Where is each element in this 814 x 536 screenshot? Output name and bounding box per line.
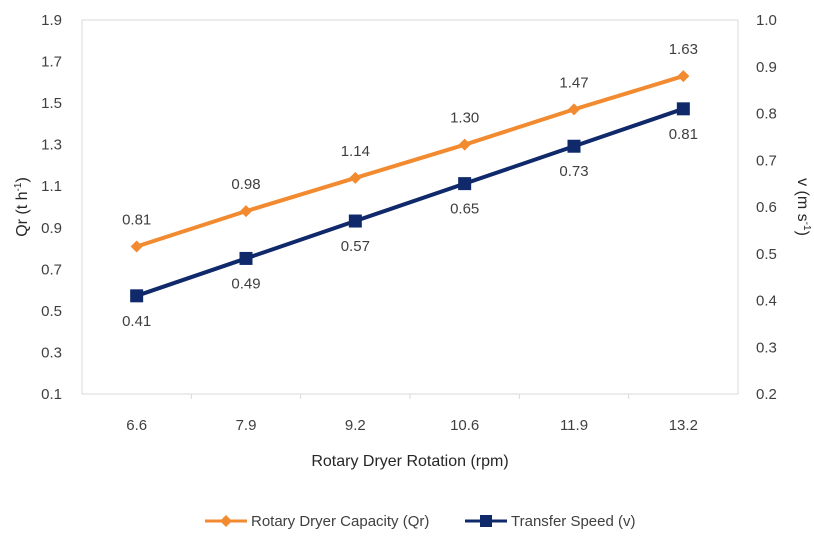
data-point-diamond	[677, 70, 690, 83]
data-label: 1.47	[559, 74, 588, 91]
series-layer	[130, 70, 690, 303]
data-point-square	[130, 289, 144, 303]
y-left-tick-label: 0.1	[41, 386, 62, 403]
data-point-diamond	[349, 171, 362, 184]
data-label: 0.41	[122, 313, 151, 330]
y-left-tick-label: 0.3	[41, 344, 62, 361]
y-right-axis-ticks: 0.2 0.3 0.4 0.5 0.6 0.7 0.8 0.9 1.0	[756, 12, 777, 403]
x-tick-label: 9.2	[345, 417, 366, 434]
y-right-tick-label: 1.0	[756, 12, 777, 29]
data-label: 1.14	[341, 143, 370, 160]
y-left-tick-label: 1.5	[41, 95, 62, 112]
data-label: 0.73	[559, 163, 588, 180]
plot-area	[81, 19, 739, 395]
y-right-tick-label: 0.4	[756, 293, 777, 310]
data-label: 1.63	[669, 41, 698, 58]
data-point-square	[348, 214, 362, 228]
y-left-tick-label: 1.7	[41, 54, 62, 71]
y-left-tick-label: 0.5	[41, 303, 62, 320]
y-left-tick-label: 0.7	[41, 261, 62, 278]
data-label: 0.49	[231, 275, 260, 292]
data-point-square	[458, 177, 472, 191]
x-tick-label: 10.6	[450, 417, 479, 434]
x-tick-label: 6.6	[126, 417, 147, 434]
y-left-tick-label: 0.9	[41, 220, 62, 237]
x-axis-title: Rotary Dryer Rotation (rpm)	[311, 453, 508, 470]
data-label: 0.65	[450, 201, 479, 218]
x-tick-label: 11.9	[560, 417, 588, 434]
legend-item-speed: Transfer Speed (v)	[465, 513, 636, 530]
y-left-tick-label: 1.3	[41, 137, 62, 154]
legend-label-capacity: Rotary Dryer Capacity (Qr)	[251, 513, 429, 530]
x-tick-label: 7.9	[236, 417, 257, 434]
data-label: 0.98	[231, 176, 260, 193]
data-point-square	[239, 251, 253, 265]
y-right-tick-label: 0.8	[756, 106, 777, 123]
y-right-tick-label: 0.3	[756, 339, 777, 356]
y-left-tick-label: 1.9	[41, 12, 62, 29]
x-axis-ticks: 6.6 7.9 9.2 10.6 11.9 13.2	[126, 394, 698, 434]
legend: Rotary Dryer Capacity (Qr) Transfer Spee…	[205, 513, 636, 530]
legend-item-capacity: Rotary Dryer Capacity (Qr)	[205, 513, 429, 530]
data-label: 0.57	[341, 238, 370, 255]
y-right-tick-label: 0.6	[756, 199, 777, 216]
y-right-tick-label: 0.7	[756, 152, 777, 169]
data-point-diamond	[458, 138, 471, 151]
legend-label-speed: Transfer Speed (v)	[511, 513, 636, 530]
data-point-square	[676, 102, 690, 116]
y-right-tick-label: 0.2	[756, 386, 777, 403]
data-point-diamond	[240, 205, 252, 218]
y-right-tick-label: 0.9	[756, 59, 777, 76]
y-left-tick-label: 1.1	[41, 178, 62, 195]
y-left-axis-title: Qr (t h-1)	[13, 177, 31, 237]
data-point-diamond	[130, 240, 143, 253]
data-labels: 0.81 0.98 1.14 1.30 1.47 1.63 0.41 0.49 0.57 0.65…	[122, 41, 698, 330]
data-label: 0.81	[122, 211, 151, 228]
data-label: 1.30	[450, 110, 479, 127]
y-left-axis-ticks: 0.1 0.3 0.5 0.7 0.9 1.1 1.3 1.5 1.7 1.9	[41, 12, 62, 403]
series-line-1	[136, 106, 684, 298]
legend-square-icon	[480, 515, 492, 527]
data-point-square	[567, 139, 581, 153]
y-right-axis-title: v (m s-1)	[794, 178, 812, 236]
data-label: 0.81	[669, 126, 698, 143]
x-tick-label: 13.2	[669, 417, 698, 434]
data-point-diamond	[568, 103, 580, 116]
series-line-0	[136, 74, 684, 249]
y-right-tick-label: 0.5	[756, 246, 777, 263]
legend-diamond-icon	[220, 515, 232, 527]
